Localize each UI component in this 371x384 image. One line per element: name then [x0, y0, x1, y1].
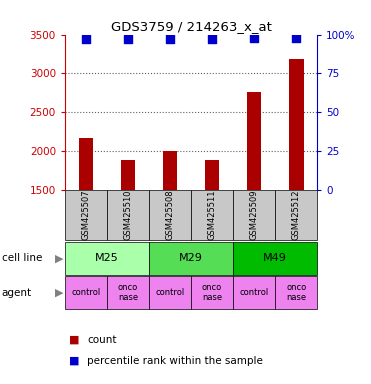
- FancyBboxPatch shape: [191, 276, 233, 309]
- Point: [251, 35, 257, 41]
- Text: onco
nase: onco nase: [118, 283, 138, 303]
- Text: onco
nase: onco nase: [286, 283, 306, 303]
- Point: [209, 36, 215, 42]
- Text: ■: ■: [69, 335, 79, 345]
- Text: agent: agent: [2, 288, 32, 298]
- FancyBboxPatch shape: [233, 190, 275, 240]
- Bar: [121, 160, 135, 307]
- Text: M29: M29: [179, 253, 203, 263]
- FancyBboxPatch shape: [149, 276, 191, 309]
- Text: ■: ■: [69, 356, 79, 366]
- FancyBboxPatch shape: [149, 190, 191, 240]
- FancyBboxPatch shape: [149, 242, 233, 275]
- FancyBboxPatch shape: [275, 276, 317, 309]
- Text: GSM425508: GSM425508: [165, 190, 174, 240]
- Text: GSM425512: GSM425512: [292, 190, 301, 240]
- FancyBboxPatch shape: [275, 190, 317, 240]
- Text: GSM425507: GSM425507: [82, 190, 91, 240]
- Text: M25: M25: [95, 253, 119, 263]
- Text: percentile rank within the sample: percentile rank within the sample: [87, 356, 263, 366]
- Bar: [162, 151, 177, 307]
- FancyBboxPatch shape: [233, 242, 317, 275]
- FancyBboxPatch shape: [191, 190, 233, 240]
- Text: control: control: [155, 288, 185, 297]
- Text: control: control: [240, 288, 269, 297]
- Text: GSM425511: GSM425511: [208, 190, 217, 240]
- Text: control: control: [71, 288, 101, 297]
- FancyBboxPatch shape: [107, 190, 149, 240]
- Point: [293, 35, 299, 41]
- Point: [167, 36, 173, 42]
- Text: GSM425510: GSM425510: [124, 190, 132, 240]
- Bar: [289, 59, 303, 307]
- Text: GSM425509: GSM425509: [250, 190, 259, 240]
- Text: onco
nase: onco nase: [202, 283, 222, 303]
- Point: [83, 36, 89, 42]
- FancyBboxPatch shape: [65, 190, 107, 240]
- Text: M49: M49: [263, 253, 287, 263]
- Text: ▶: ▶: [55, 288, 63, 298]
- FancyBboxPatch shape: [65, 276, 107, 309]
- FancyBboxPatch shape: [65, 242, 149, 275]
- Text: ▶: ▶: [55, 253, 63, 263]
- Title: GDS3759 / 214263_x_at: GDS3759 / 214263_x_at: [111, 20, 272, 33]
- FancyBboxPatch shape: [107, 276, 149, 309]
- Bar: [79, 137, 93, 307]
- Point: [125, 36, 131, 42]
- Bar: [205, 160, 220, 307]
- Text: cell line: cell line: [2, 253, 42, 263]
- Text: count: count: [87, 335, 117, 345]
- Bar: [247, 92, 262, 307]
- FancyBboxPatch shape: [233, 276, 275, 309]
